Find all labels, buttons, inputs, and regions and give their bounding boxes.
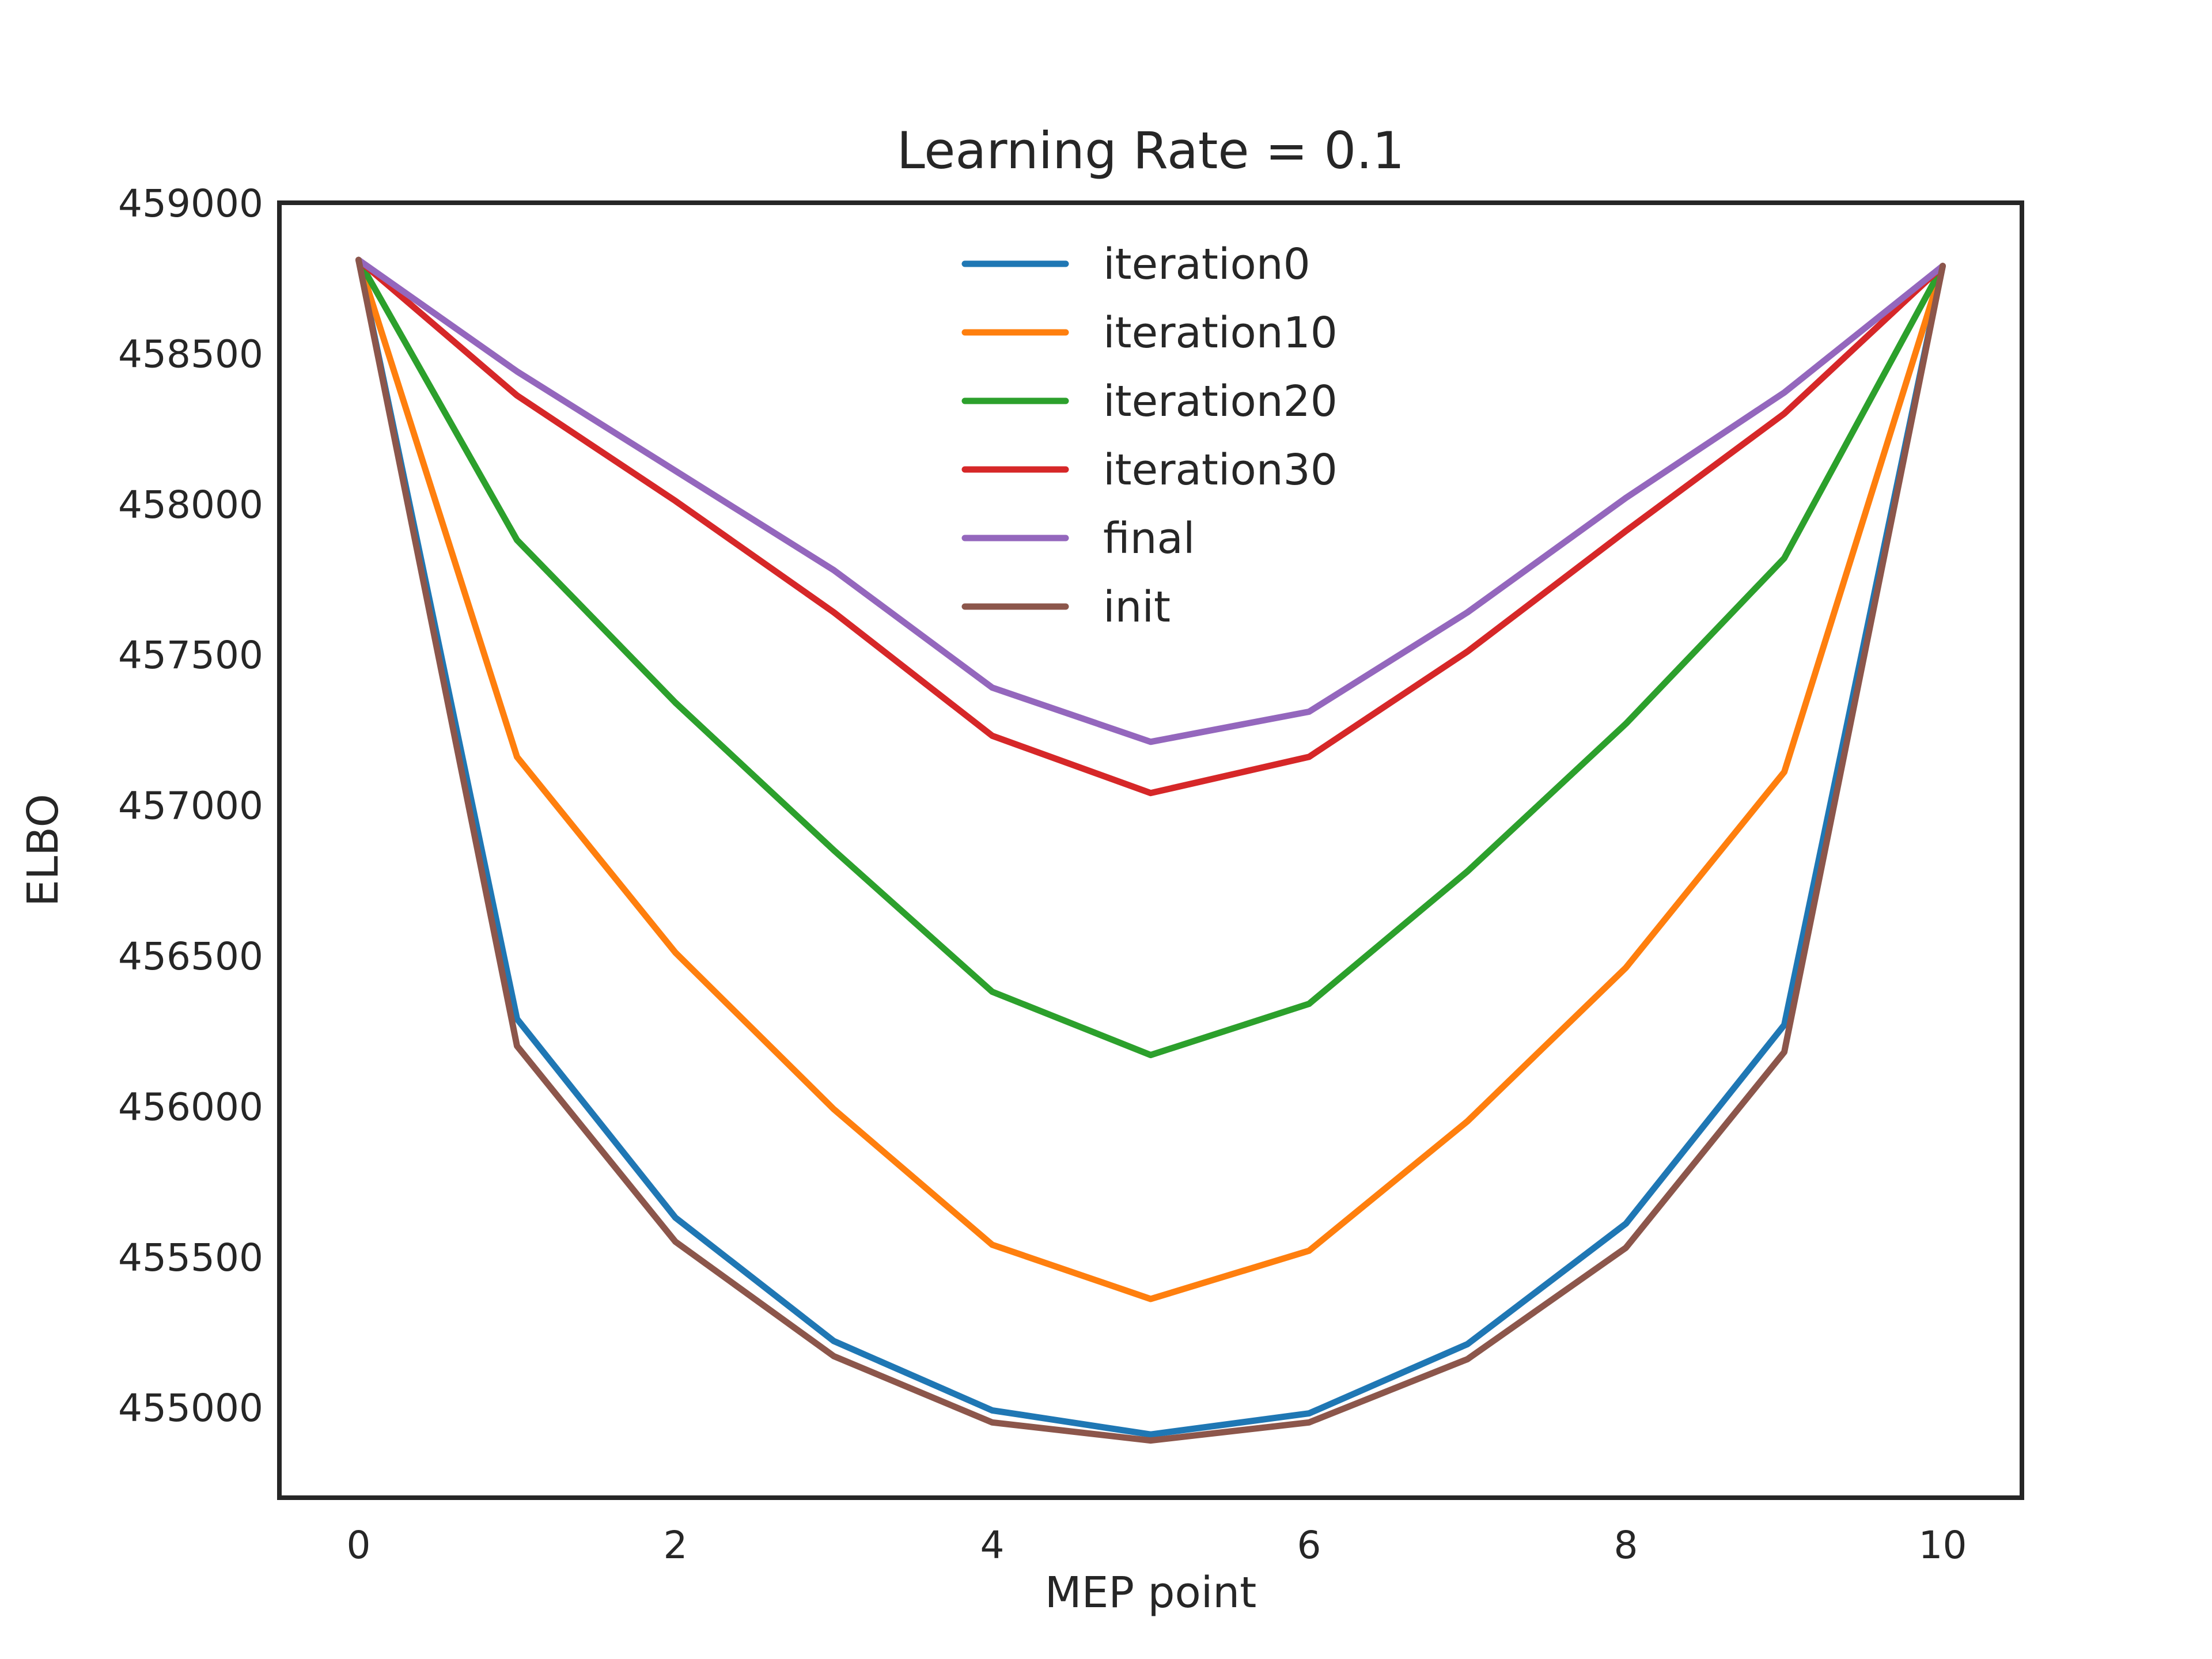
y-tick-label: 455000	[118, 1386, 263, 1430]
x-axis-label: MEP point	[1045, 1568, 1256, 1618]
y-tick-label: 456500	[118, 934, 263, 979]
series-line-iteration0	[355, 256, 1946, 1438]
y-tick-label: 459000	[118, 181, 263, 226]
y-tick-label: 456000	[118, 1085, 263, 1129]
chart-title: Learning Rate = 0.1	[897, 121, 1404, 180]
legend-label: iteration30	[1103, 445, 1338, 495]
series-lines	[355, 256, 1946, 1444]
legend: iteration0 iteration10 iteration20 iteratio…	[961, 240, 1338, 632]
legend-label: init	[1103, 582, 1171, 632]
x-tick-label: 8	[1614, 1523, 1638, 1567]
x-tick-label: 0	[347, 1523, 371, 1567]
y-tick-label: 458500	[118, 332, 263, 376]
x-tick-label: 4	[980, 1523, 1005, 1567]
legend-label: final	[1103, 514, 1195, 563]
y-tick-label: 457500	[118, 633, 263, 677]
series-line-iteration20	[355, 256, 1946, 1058]
series-line-iteration30	[355, 256, 1946, 797]
x-tick-label: 2	[664, 1523, 688, 1567]
axis-ticks: 0 2 4 6 8 10 455000 455500 456000 456500 457000 457…	[118, 181, 1967, 1567]
series-line-final	[355, 256, 1946, 745]
series-line-init	[355, 256, 1946, 1444]
y-tick-label: 455500	[118, 1236, 263, 1280]
legend-label: iteration10	[1103, 308, 1338, 358]
legend-label: iteration20	[1103, 377, 1338, 426]
y-tick-label: 457000	[118, 784, 263, 828]
y-tick-label: 458000	[118, 483, 263, 527]
series-line-iteration10	[355, 256, 1946, 1302]
y-axis-label: ELBO	[18, 794, 68, 907]
x-tick-label: 10	[1919, 1523, 1967, 1567]
legend-label: iteration0	[1103, 240, 1310, 289]
plot-frame	[277, 200, 2024, 1500]
x-tick-label: 6	[1297, 1523, 1321, 1567]
